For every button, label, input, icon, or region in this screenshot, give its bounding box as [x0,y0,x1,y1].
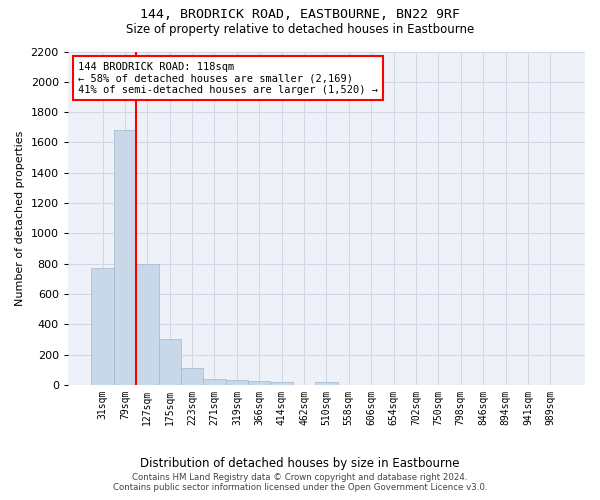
Text: Size of property relative to detached houses in Eastbourne: Size of property relative to detached ho… [126,22,474,36]
Bar [248,382,271,385]
Text: Distribution of detached houses by size in Eastbourne: Distribution of detached houses by size … [140,458,460,470]
Bar [158,338,181,385]
Y-axis label: Number of detached properties: Number of detached properties [15,130,25,306]
Text: 144 BRODRICK ROAD: 118sqm
← 58% of detached houses are smaller (2,169)
41% of se: 144 BRODRICK ROAD: 118sqm ← 58% of detac… [78,62,378,94]
Bar [226,380,248,385]
Bar [181,368,203,385]
Bar [136,264,158,385]
Text: Contains HM Land Registry data © Crown copyright and database right 2024.
Contai: Contains HM Land Registry data © Crown c… [113,473,487,492]
Bar [271,382,293,385]
Text: 144, BRODRICK ROAD, EASTBOURNE, BN22 9RF: 144, BRODRICK ROAD, EASTBOURNE, BN22 9RF [140,8,460,20]
Bar [315,382,338,385]
Bar [114,130,136,385]
Bar [91,268,114,385]
Bar [203,378,226,385]
